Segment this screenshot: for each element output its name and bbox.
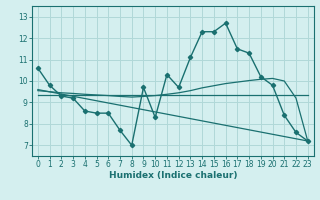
X-axis label: Humidex (Indice chaleur): Humidex (Indice chaleur) [108, 171, 237, 180]
